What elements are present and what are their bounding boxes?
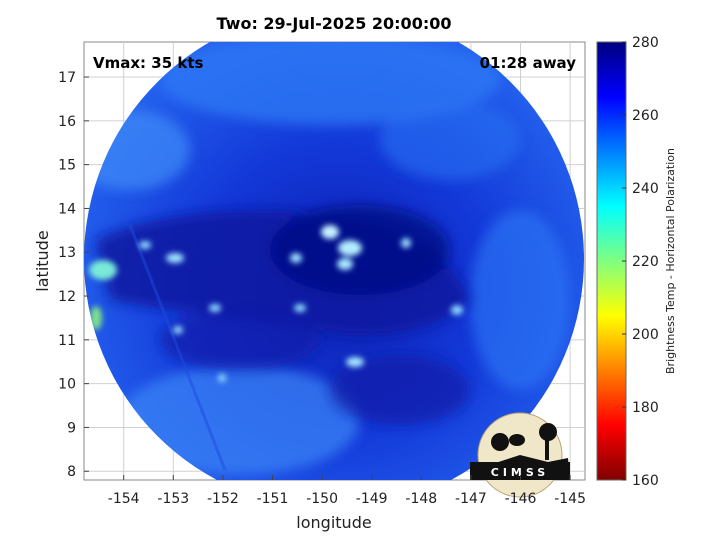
x-tick-label: -151 xyxy=(257,491,289,507)
x-tick-label: -154 xyxy=(108,491,140,507)
x-tick-label: -149 xyxy=(356,491,388,507)
y-tick-label: 16 xyxy=(58,114,76,130)
brightness-temp-swath xyxy=(84,42,584,480)
colorbar-label: Brightness Temp - Horizontal Polarizatio… xyxy=(664,148,677,374)
y-tick-label: 17 xyxy=(58,70,76,86)
colorbar-ticks: 160 180 200 220 240 260 280 xyxy=(622,35,659,489)
x-tick-label: -146 xyxy=(505,491,537,507)
logo-text: CIMSS xyxy=(491,466,549,479)
x-axis-label: longitude xyxy=(296,513,371,532)
y-tick-label: 10 xyxy=(58,377,76,393)
x-tick-label: -145 xyxy=(554,491,586,507)
y-axis: 8 9 10 11 12 13 14 15 16 17 xyxy=(58,70,89,480)
x-tick-label: -153 xyxy=(157,491,189,507)
vmax-label: Vmax: 35 kts xyxy=(93,54,203,72)
colorbar-tick-label: 160 xyxy=(632,473,659,489)
colorbar-tick-label: 280 xyxy=(632,35,659,51)
y-tick-label: 14 xyxy=(58,201,76,217)
x-axis: -154 -153 -152 -151 -150 -149 -148 -147 -146 -145 xyxy=(108,475,586,507)
time-away-label: 01:28 away xyxy=(480,54,577,72)
y-tick-label: 8 xyxy=(67,464,76,480)
x-tick-label: -150 xyxy=(306,491,338,507)
cimss-logo: CIMSS xyxy=(470,412,570,498)
y-tick-label: 15 xyxy=(58,158,76,174)
y-tick-label: 13 xyxy=(58,245,76,261)
chart-title: Two: 29-Jul-2025 20:00:00 xyxy=(217,14,452,33)
colorbar-tick-label: 260 xyxy=(632,108,659,124)
x-tick-label: -152 xyxy=(207,491,239,507)
y-tick-label: 9 xyxy=(67,420,76,436)
colorbar-tick-label: 200 xyxy=(632,327,659,343)
y-tick-label: 12 xyxy=(58,289,76,305)
colorbar-tick-label: 220 xyxy=(632,254,659,270)
colorbar xyxy=(596,41,627,481)
x-tick-label: -147 xyxy=(455,491,487,507)
y-tick-label: 11 xyxy=(58,333,76,349)
y-axis-label: latitude xyxy=(33,230,52,291)
x-tick-label: -148 xyxy=(405,491,437,507)
colorbar-tick-label: 180 xyxy=(632,400,659,416)
colorbar-tick-label: 240 xyxy=(632,181,659,197)
